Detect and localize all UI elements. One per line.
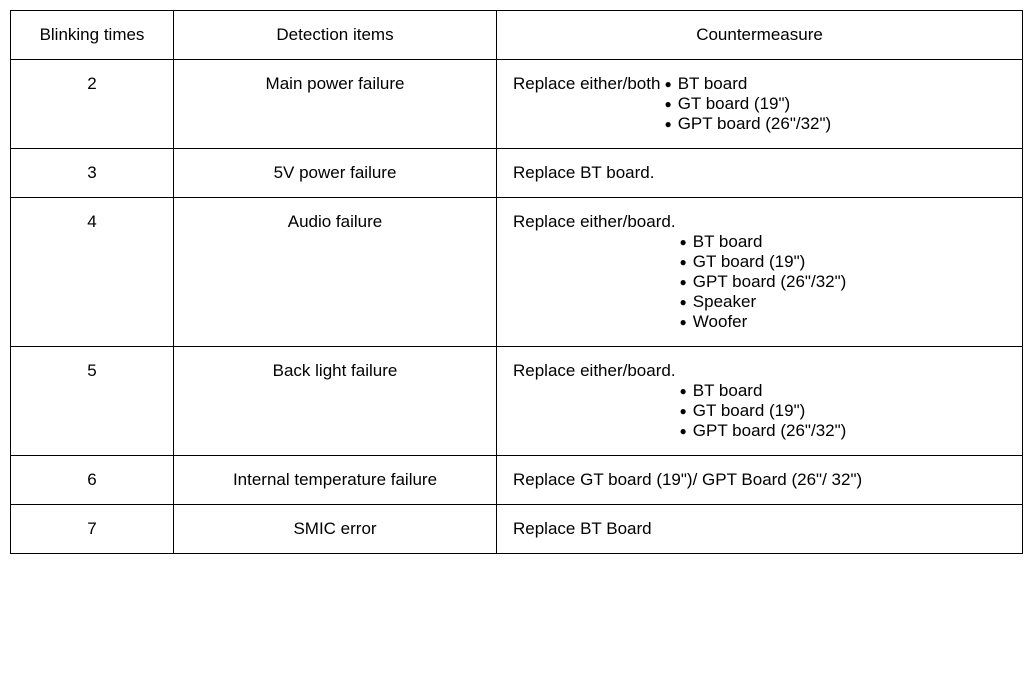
list-item: GT board (19") [664, 94, 831, 114]
cell-counter: Replace BT Board [497, 505, 1023, 554]
cell-detect: Audio failure [174, 198, 497, 347]
countermeasure-text: Replace GT board (19")/ GPT Board (26"/ … [513, 470, 862, 489]
header-row: Blinking times Detection items Counterme… [11, 11, 1023, 60]
list-item: GPT board (26"/32") [664, 114, 831, 134]
table-row: 7SMIC error Replace BT Board [11, 505, 1023, 554]
table-row: 5Back light failureReplace either/board.… [11, 347, 1023, 456]
countermeasure-lead: Replace either/board. [513, 361, 676, 381]
cell-blink: 3 [11, 149, 174, 198]
cell-counter: Replace BT board. [497, 149, 1023, 198]
countermeasure-lead: Replace either/board. [513, 212, 676, 232]
cell-detect: Main power failure [174, 60, 497, 149]
list-item: BT board [680, 381, 847, 401]
cell-blink: 4 [11, 198, 174, 347]
list-item: BT board [680, 232, 847, 252]
list-item: BT board [664, 74, 831, 94]
countermeasure-list: BT boardGT board (19")GPT board (26"/32"… [676, 232, 847, 332]
countermeasure-lead: Replace either/both [513, 74, 660, 94]
countermeasure-list: BT boardGT board (19")GPT board (26"/32"… [676, 381, 847, 441]
cell-detect: Back light failure [174, 347, 497, 456]
table-row: 35V power failure Replace BT board. [11, 149, 1023, 198]
cell-detect: SMIC error [174, 505, 497, 554]
cell-detect: Internal temperature failure [174, 456, 497, 505]
cell-counter: Replace either/board.Replace either/boar… [497, 198, 1023, 347]
cell-detect: 5V power failure [174, 149, 497, 198]
countermeasure-list: BT boardGT board (19")GPT board (26"/32"… [660, 74, 831, 134]
countermeasure-text: Replace BT board. [513, 163, 654, 182]
cell-counter: Replace GT board (19")/ GPT Board (26"/ … [497, 456, 1023, 505]
cell-blink: 2 [11, 60, 174, 149]
header-blink: Blinking times [11, 11, 174, 60]
header-counter: Countermeasure [497, 11, 1023, 60]
table-row: 4Audio failureReplace either/board.Repla… [11, 198, 1023, 347]
list-item: GPT board (26"/32") [680, 272, 847, 292]
table-row: 6Internal temperature failure Replace GT … [11, 456, 1023, 505]
list-item: Woofer [680, 312, 847, 332]
list-item: GPT board (26"/32") [680, 421, 847, 441]
cell-counter: Replace either/bothBT boardGT board (19"… [497, 60, 1023, 149]
cell-counter: Replace either/board.Replace either/boar… [497, 347, 1023, 456]
cell-blink: 5 [11, 347, 174, 456]
list-item: GT board (19") [680, 401, 847, 421]
list-item: GT board (19") [680, 252, 847, 272]
header-detect: Detection items [174, 11, 497, 60]
cell-blink: 7 [11, 505, 174, 554]
error-code-table: Blinking times Detection items Counterme… [10, 10, 1023, 554]
countermeasure-text: Replace BT Board [513, 519, 652, 538]
table-row: 2Main power failureReplace either/bothBT… [11, 60, 1023, 149]
cell-blink: 6 [11, 456, 174, 505]
list-item: Speaker [680, 292, 847, 312]
